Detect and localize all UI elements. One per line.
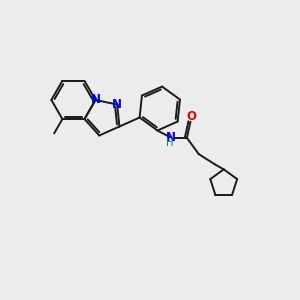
Text: N: N [166,131,176,144]
Text: N: N [112,98,122,111]
Text: H: H [167,138,174,148]
Text: N: N [91,93,100,106]
Text: O: O [186,110,196,123]
